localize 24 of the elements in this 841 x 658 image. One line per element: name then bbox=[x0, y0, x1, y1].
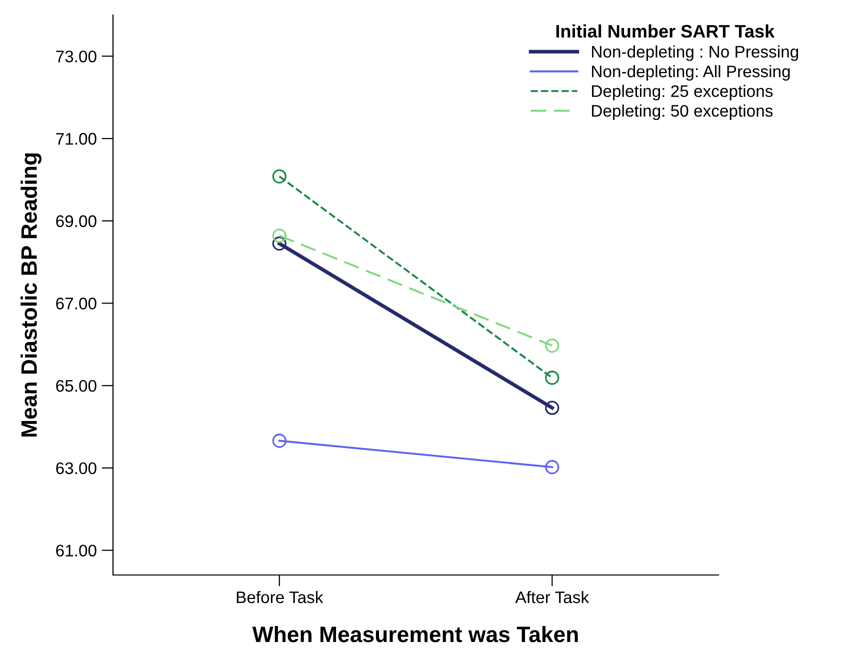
y-tick-label: 73.00 bbox=[56, 50, 96, 62]
legend-label: Depleting: 50 exceptions bbox=[592, 104, 773, 120]
y-tick-label: 61.00 bbox=[56, 544, 96, 556]
y-tick-label: 71.00 bbox=[56, 132, 96, 145]
point bbox=[545, 338, 560, 353]
legend-label: Non-depleting : No Pressing bbox=[592, 45, 798, 61]
legend-label: Non-depleting: All Pressing bbox=[592, 65, 790, 81]
legend-label: Depleting: 25 exceptions bbox=[592, 84, 773, 100]
point bbox=[545, 400, 560, 415]
point bbox=[272, 228, 286, 243]
x-axis-title: When Measurement was Taken bbox=[252, 626, 578, 642]
point bbox=[272, 236, 286, 251]
point bbox=[545, 370, 560, 385]
point bbox=[272, 434, 286, 448]
x-tick-label: After Task bbox=[515, 590, 590, 604]
y-tick-label: 63.00 bbox=[56, 462, 96, 474]
point bbox=[272, 169, 286, 184]
y-tick-label: 69.00 bbox=[56, 215, 96, 228]
y-tick-label: 67.00 bbox=[56, 298, 96, 310]
point bbox=[545, 460, 560, 474]
x-tick-label: Before Task bbox=[236, 590, 324, 604]
y-tick-label: 65.00 bbox=[56, 380, 96, 392]
y-axis-title: Mean Diastolic BP Reading bbox=[20, 153, 42, 437]
legend-title: Initial Number SART Task bbox=[556, 24, 775, 38]
